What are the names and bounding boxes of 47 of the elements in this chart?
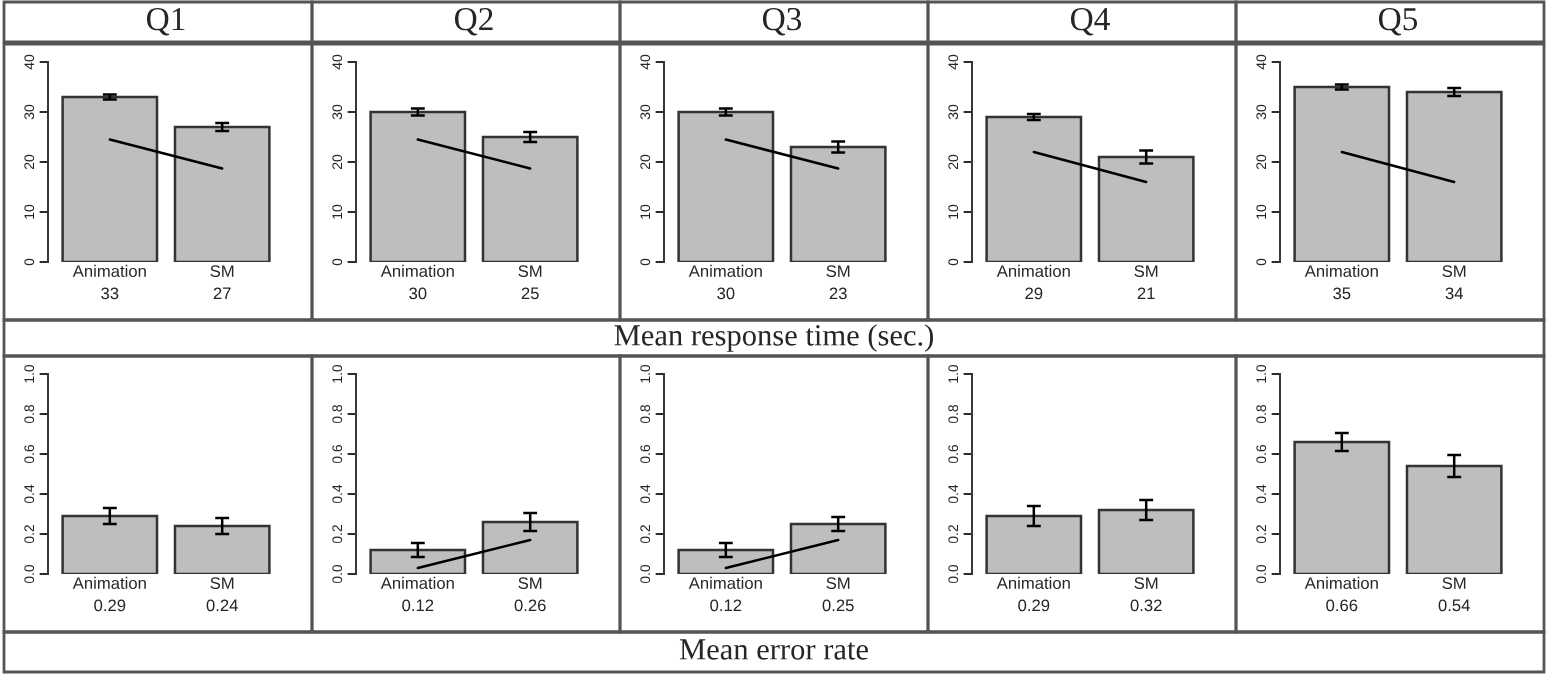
- data-label: 30: [409, 287, 427, 300]
- x-tick-label: SM: [826, 577, 850, 590]
- chart-title: Q1: [147, 7, 185, 36]
- x-tick-label: Animation: [72, 576, 146, 590]
- x-tick-label: Animation: [380, 576, 454, 590]
- text: Mean response time (sec.): [614, 324, 934, 352]
- data-label: 23: [829, 287, 847, 300]
- data-label: 0.54: [1438, 599, 1470, 612]
- data-label: 0.12: [710, 599, 742, 612]
- x-tick-label: SM: [1134, 577, 1158, 590]
- data-label: 25: [521, 287, 539, 300]
- x-tick-label: Animation: [688, 264, 762, 278]
- text: Mean error rate: [679, 639, 868, 660]
- data-label: 29: [1025, 287, 1043, 300]
- data-label: 33: [101, 287, 119, 300]
- data-label: 0.12: [402, 599, 434, 612]
- data-label: 21: [1137, 287, 1155, 300]
- chart-title: Q2: [455, 7, 493, 36]
- x-tick-label: Animation: [996, 576, 1070, 590]
- x-tick-label: SM: [210, 265, 234, 278]
- x-tick-label: Animation: [72, 264, 146, 278]
- chart-title: Q5: [1379, 7, 1418, 36]
- data-label: 0.25: [822, 599, 854, 612]
- x-tick-label: Animation: [1304, 576, 1378, 590]
- x-tick-label: SM: [210, 577, 234, 590]
- data-label: 0.26: [514, 599, 546, 612]
- x-tick-label: SM: [518, 577, 542, 590]
- data-label: 35: [1333, 287, 1351, 300]
- data-label: 27: [213, 287, 231, 300]
- chart-title: Q4: [1071, 7, 1110, 36]
- data-label: 0.24: [206, 599, 238, 612]
- data-label: 0.29: [94, 599, 126, 612]
- data-label: 0.29: [1018, 599, 1050, 612]
- x-tick-label: SM: [1134, 265, 1158, 278]
- x-tick-label: Animation: [380, 264, 454, 278]
- data-label: 34: [1445, 287, 1463, 300]
- x-tick-label: SM: [1442, 577, 1466, 590]
- data-label: 0.66: [1326, 599, 1358, 612]
- chart-title: Q3: [763, 7, 802, 36]
- x-tick-label: Animation: [996, 264, 1070, 278]
- x-tick-label: SM: [518, 265, 542, 278]
- x-tick-label: Animation: [1304, 264, 1378, 278]
- x-tick-label: SM: [1442, 265, 1466, 278]
- data-label: 0.32: [1130, 599, 1162, 612]
- data-label: 30: [717, 287, 735, 300]
- x-tick-label: SM: [826, 265, 850, 278]
- x-tick-label: Animation: [688, 576, 762, 590]
